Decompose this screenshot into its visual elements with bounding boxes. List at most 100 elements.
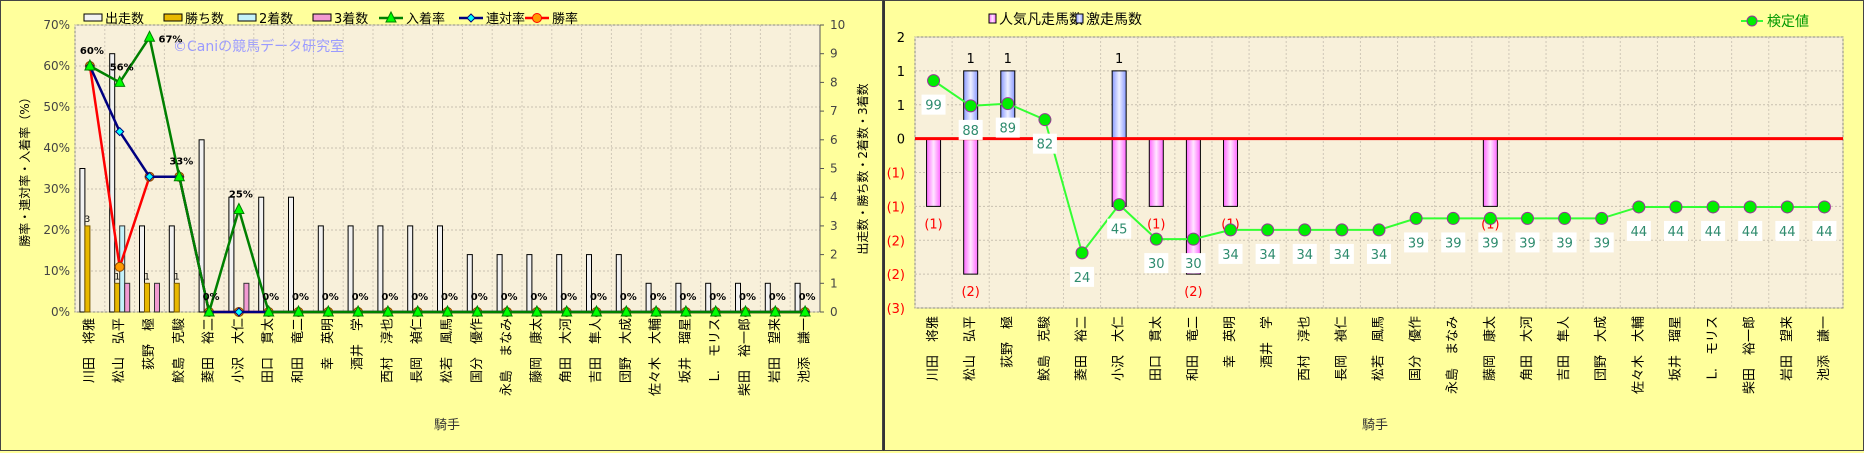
line-data-label: 30: [1148, 257, 1165, 272]
category-label: 酒井 学: [1259, 316, 1275, 368]
marker-検定値: [1298, 223, 1312, 237]
bar-3着数: [243, 282, 250, 313]
data-label-box: [1515, 232, 1540, 253]
marker-入着率: [382, 304, 394, 317]
marker-検定値: [927, 74, 941, 88]
y2-tick-label: 8: [830, 75, 838, 89]
line-data-label: 39: [1593, 236, 1610, 251]
evaluation-chart: 騎手 2110(1)(1)(2)(2)(3)(1)(2)(1)(2)(1)(1)…: [887, 11, 1844, 433]
marker-入着率: [113, 75, 126, 87]
line-data-label: 33%: [169, 157, 193, 168]
data-label-box: [958, 119, 983, 140]
data-label-box: [1404, 232, 1429, 253]
line-data-label: 0%: [530, 292, 547, 303]
line-data-label: 88: [962, 124, 979, 139]
legend-label: 激走馬数: [1086, 11, 1142, 28]
line-data-label: 39: [1445, 236, 1462, 251]
legend-item-検定値: 検定値: [1741, 14, 1809, 30]
category-label: 小沢 大仁: [231, 318, 246, 383]
line-data-label: 0%: [590, 292, 607, 303]
bar-3着数: [124, 282, 131, 313]
category-label: 岩田 望来: [767, 318, 783, 383]
y-tick-label: 30%: [43, 182, 70, 196]
bar-出走数: [556, 254, 563, 313]
line-data-label: 99: [925, 99, 942, 114]
line-data-label: 0%: [262, 292, 279, 303]
y-tick-label: (3): [887, 302, 905, 317]
y2-tick-label: 5: [830, 162, 838, 176]
marker-検定値: [1409, 211, 1423, 225]
line-data-label: 34: [1371, 248, 1388, 263]
line-data-label: 44: [1631, 225, 1648, 240]
legend-swatch: [83, 13, 103, 22]
y-tick-label: 50%: [43, 100, 70, 114]
legend-label: 勝ち数: [185, 12, 224, 27]
marker-入着率: [650, 304, 662, 317]
bar-勝ち数: [114, 282, 121, 313]
line-data-label: 0%: [411, 292, 428, 303]
y2-tick-label: 2: [830, 248, 838, 262]
data-label-box: [1738, 220, 1763, 241]
line-data-label: 34: [1334, 248, 1351, 263]
bar-人気凡走馬数: [963, 138, 979, 275]
marker-検定値: [1595, 211, 1609, 225]
legend-item-出走数: 出走数: [83, 12, 144, 27]
legend-label: 検定値: [1767, 14, 1809, 30]
watermark: ©Caniの競馬データ研究室: [173, 38, 344, 55]
line-data-label: 44: [1668, 225, 1685, 240]
y-tick-label: (2): [887, 268, 905, 283]
line-data-label: 56%: [110, 62, 134, 73]
legend-label: 2着数: [259, 11, 293, 27]
y2-tick-label: 0: [830, 305, 838, 319]
marker-検定値: [1075, 246, 1089, 260]
line-data-label: 67%: [159, 34, 183, 45]
category-label: 坂井 瑠星: [1668, 316, 1683, 381]
marker-入着率: [769, 304, 782, 317]
category-label: 永島 まなみ: [500, 318, 515, 396]
line-data-label: 39: [1482, 236, 1499, 251]
marker-入着率: [680, 304, 692, 317]
marker-検定値: [1335, 223, 1349, 237]
marker-入着率: [739, 304, 752, 317]
legend-item-激走馬数: 激走馬数: [1075, 11, 1142, 28]
marker-検定値: [1558, 211, 1572, 225]
category-label: 永島 まなみ: [1446, 316, 1461, 394]
marker-検定値: [1706, 200, 1720, 214]
marker-検定値: [1669, 200, 1683, 214]
x-axis-title: 騎手: [1362, 418, 1388, 433]
line-data-label: 0%: [292, 292, 309, 303]
category-label: 酒井 学: [350, 318, 366, 370]
data-label-box: [921, 94, 946, 115]
bar-人気凡走馬数: [1482, 138, 1498, 207]
bar-data-label: (2): [961, 285, 979, 300]
data-label-box: [1812, 220, 1837, 241]
line-data-label: 44: [1742, 225, 1759, 240]
line-data-label: 0%: [709, 292, 726, 303]
bar-出走数: [198, 139, 205, 313]
category-label: 坂井 瑠星: [678, 318, 693, 383]
marker-入着率: [262, 304, 275, 317]
performance-chart: ©Caniの競馬データ研究室 騎手 勝率・連対率・入着率（%） 出走数・勝ち数・…: [17, 10, 870, 433]
bar-出走数: [109, 53, 116, 313]
category-label: 国分 優作: [1409, 316, 1424, 381]
category-label: 荻野 極: [999, 316, 1015, 368]
bar-data-label: 1: [967, 52, 975, 67]
marker-検定値: [1001, 97, 1015, 111]
marker-検定値: [1186, 232, 1200, 246]
marker-入着率: [233, 202, 245, 214]
line-data-label: 24: [1074, 271, 1091, 286]
category-label: 松山 弘平: [963, 316, 978, 381]
line-data-label: 39: [1408, 236, 1425, 251]
bar-data-label: 3: [85, 215, 91, 225]
y2-axis-title: 出走数・勝ち数・2着数・3着数: [855, 83, 870, 254]
line-data-label: 34: [1259, 248, 1276, 263]
legend-item-勝率: 勝率: [525, 11, 578, 27]
marker-入着率: [590, 304, 603, 317]
y-tick-label: 40%: [43, 141, 70, 155]
bar-激走馬数: [1111, 70, 1127, 140]
bar-data-label: (2): [1184, 285, 1202, 300]
bar-勝ち数: [173, 282, 180, 313]
y2-tick-label: 4: [830, 190, 838, 204]
x-axis-title: 騎手: [434, 418, 460, 433]
marker-入着率: [411, 304, 424, 317]
